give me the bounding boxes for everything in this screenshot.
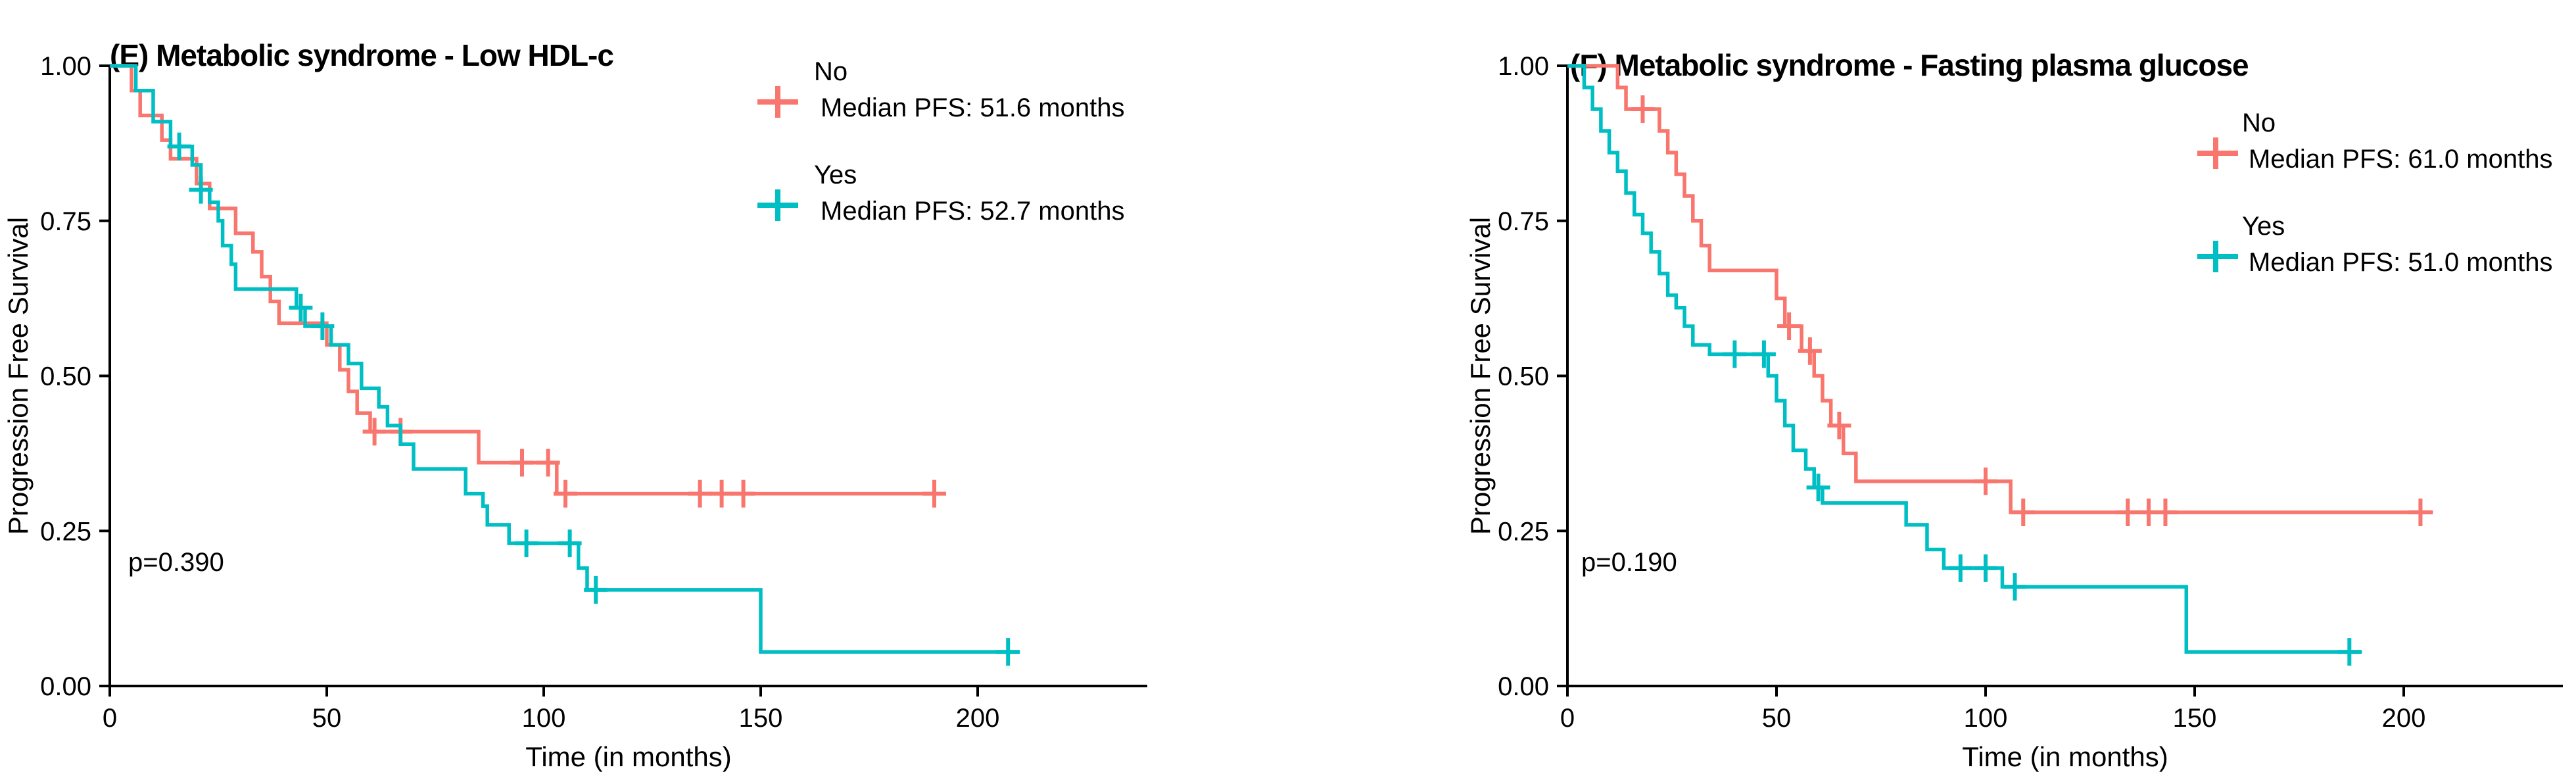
legend-median-label: Median PFS: 51.0 months (2249, 248, 2552, 277)
legend-median-label: Median PFS: 51.6 months (821, 93, 1124, 122)
x-axis-title: Time (in months) (1962, 741, 2168, 772)
legend-label: Yes (814, 160, 857, 189)
panel-e-low-hdl-chart: (E) Metabolic syndrome - Low HDL-c 0.00 0.… (3, 38, 1147, 772)
legend-median-label: Median PFS: 61.0 months (2249, 145, 2552, 174)
legend-label: No (2242, 109, 2276, 137)
km-curve-no (1567, 64, 2433, 514)
y-axis-title: Progression Free Survival (3, 217, 34, 535)
km-curve-yes (1567, 64, 2362, 654)
p-value-label: p=0.190 (1581, 548, 1677, 577)
x-tick-label: 100 (1964, 704, 2008, 733)
y-tick-label: 0.25 (40, 517, 91, 546)
legend-label: No (814, 57, 847, 86)
legend-median-label: Median PFS: 52.7 months (821, 197, 1124, 226)
x-tick-label: 50 (312, 704, 342, 733)
x-tick-label: 150 (2173, 704, 2217, 733)
panel-f-fasting-glucose-chart: (F) Metabolic syndrome - Fasting plasma … (1466, 48, 2563, 772)
y-tick-label: 1.00 (1498, 52, 1549, 81)
x-axis-title: Time (in months) (525, 741, 732, 772)
y-tick-label: 0.25 (1498, 517, 1549, 546)
y-tick-label: 0.00 (40, 672, 91, 701)
p-value-label: p=0.390 (128, 548, 224, 577)
x-tick-label: 150 (739, 704, 783, 733)
y-tick-label: 0.50 (1498, 362, 1549, 391)
km-curve-no (110, 64, 934, 496)
y-tick-label: 0.75 (40, 207, 91, 236)
legend-label: Yes (2242, 212, 2285, 241)
x-tick-label: 0 (1560, 704, 1575, 733)
y-tick-label: 1.00 (40, 52, 91, 81)
x-tick-label: 0 (103, 704, 117, 733)
y-tick-label: 0.00 (1498, 672, 1549, 701)
y-tick-label: 0.50 (40, 362, 91, 391)
x-tick-label: 100 (522, 704, 566, 733)
x-tick-label: 200 (956, 704, 1000, 733)
panel-title: (E) Metabolic syndrome - Low HDL-c (110, 38, 613, 72)
panel-title: (F) Metabolic syndrome - Fasting plasma … (1570, 48, 2249, 82)
y-axis-title: Progression Free Survival (1466, 217, 1496, 535)
x-tick-label: 50 (1762, 704, 1792, 733)
km-curve-yes (110, 64, 1009, 654)
x-tick-label: 200 (2382, 704, 2426, 733)
y-tick-label: 0.75 (1498, 207, 1549, 236)
